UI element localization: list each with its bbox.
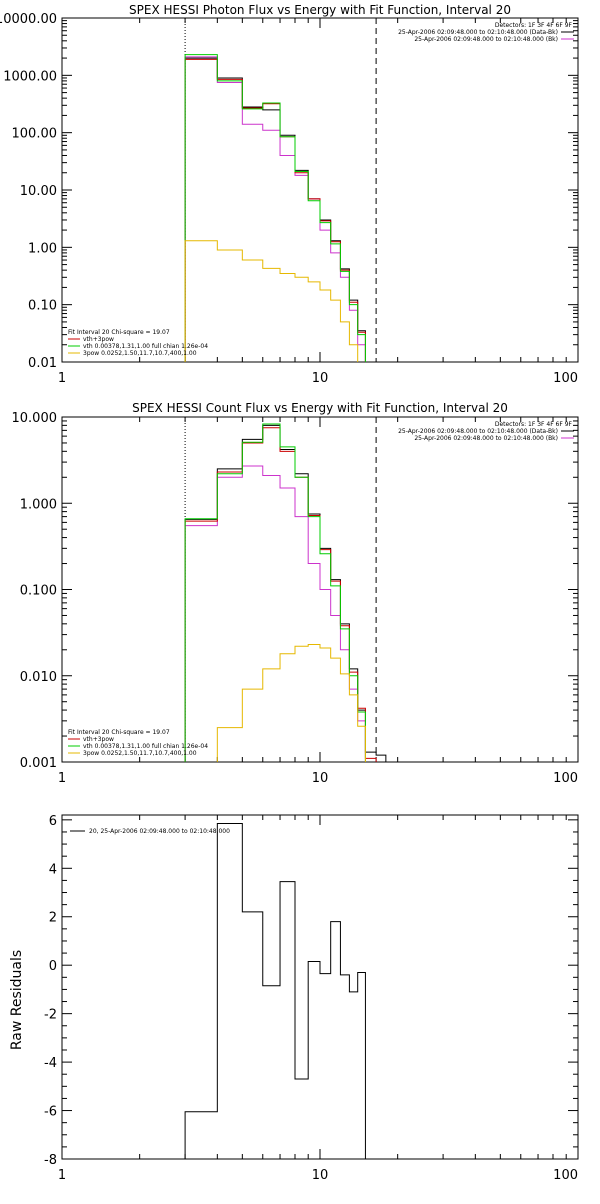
legend-label: 25-Apr-2006 02:09:48.000 to 02:10:48.000… xyxy=(414,36,558,43)
x-tick-label: 100 xyxy=(553,371,578,386)
series-line xyxy=(184,54,366,362)
series-line xyxy=(184,822,366,1159)
x-tick-label: 1 xyxy=(58,771,66,786)
legend-label: 25-Apr-2006 02:09:48.000 to 02:10:48.000… xyxy=(398,428,558,435)
plot-frame xyxy=(61,814,579,1160)
legend-label: vth+3pow xyxy=(83,336,114,343)
y-tick-label: 100.00 xyxy=(12,127,58,142)
series-line xyxy=(184,57,366,362)
residuals-panel: Raw Residuals 1 10 100 -8 -6 -4 -2 0 2 4 6 20, 25-A… xyxy=(9,814,579,1183)
x-tick-label: 100 xyxy=(553,1168,578,1183)
y-tick-label: 2 xyxy=(49,911,57,926)
legend-label: 25-Apr-2006 02:09:48.000 to 02:10:48.000… xyxy=(398,29,558,36)
legend-label: Fit Interval 20 Chi-square = 19.07 xyxy=(68,329,170,336)
series-line xyxy=(184,465,366,762)
photon-flux-title: SPEX HESSI Photon Flux vs Energy with Fi… xyxy=(129,3,511,17)
legend-label: 3pow 0.0252,1.50,11.7,10.7,400,1.00 xyxy=(83,750,197,757)
legend-label: vth 0.00378,1.31,1.00 full chian 1.26e-0… xyxy=(83,343,208,350)
x-tick-label: 100 xyxy=(553,771,578,786)
legend-label: 3pow 0.0252,1.50,11.7,10.7,400,1.00 xyxy=(83,350,197,357)
residuals-y-axis-label: Raw Residuals xyxy=(9,950,25,1050)
y-tick-label: 1000.00 xyxy=(3,69,57,84)
y-tick-label: -6 xyxy=(44,1105,57,1120)
x-tick-label: 10 xyxy=(312,771,329,786)
count-flux-panel: SPEX HESSI Count Flux vs Energy with Fit… xyxy=(12,401,579,786)
y-tick-label: 4 xyxy=(49,862,57,877)
plot-frame xyxy=(61,17,579,363)
x-tick-label: 10 xyxy=(312,371,329,386)
series-line xyxy=(184,56,366,362)
y-tick-label: 0 xyxy=(49,959,57,974)
y-tick-label: 10.000 xyxy=(12,411,58,426)
y-tick-label: 0.010 xyxy=(20,670,57,685)
count-flux-title: SPEX HESSI Count Flux vs Energy with Fit… xyxy=(132,401,508,415)
y-tick-label: 10.00 xyxy=(20,184,57,199)
y-tick-label: -8 xyxy=(44,1153,57,1168)
series-line xyxy=(184,240,359,362)
y-tick-label: 0.10 xyxy=(28,299,57,314)
y-tick-label: 6 xyxy=(49,814,57,829)
series-line xyxy=(184,427,377,762)
legend-label: 20, 25-Apr-2006 02:09:48.000 to 02:10:48… xyxy=(89,828,230,835)
legend-label: 25-Apr-2006 02:09:48.000 to 02:10:48.000… xyxy=(414,435,558,442)
legend-label: Fit Interval 20 Chi-square = 19.07 xyxy=(68,729,170,736)
series-line xyxy=(184,58,366,362)
x-tick-label: 1 xyxy=(58,1168,66,1183)
y-tick-label: 1.000 xyxy=(20,497,57,512)
y-tick-label: 0.001 xyxy=(20,756,57,771)
series-line xyxy=(184,423,366,762)
legend-label: Detectors: 1F 3F 4F 6F 9F xyxy=(495,421,573,428)
photon-flux-panel: SPEX HESSI Photon Flux vs Energy with Fi… xyxy=(0,3,579,386)
x-tick-label: 1 xyxy=(58,371,66,386)
legend-label: Detectors: 1F 3F 4F 6F 9F xyxy=(495,22,573,29)
y-tick-label: 10000.00 xyxy=(0,12,57,27)
series-line xyxy=(216,644,366,762)
y-tick-label: 0.100 xyxy=(20,584,57,599)
y-tick-label: 0.01 xyxy=(28,356,57,371)
y-tick-label: 1.00 xyxy=(28,241,57,256)
x-tick-label: 10 xyxy=(312,1168,329,1183)
legend-label: vth 0.00378,1.31,1.00 full chian 1.26e-0… xyxy=(83,743,208,750)
series-line xyxy=(184,424,387,762)
y-tick-label: -4 xyxy=(44,1056,57,1071)
legend-label: vth+3pow xyxy=(83,736,114,743)
y-tick-label: -2 xyxy=(44,1008,57,1023)
